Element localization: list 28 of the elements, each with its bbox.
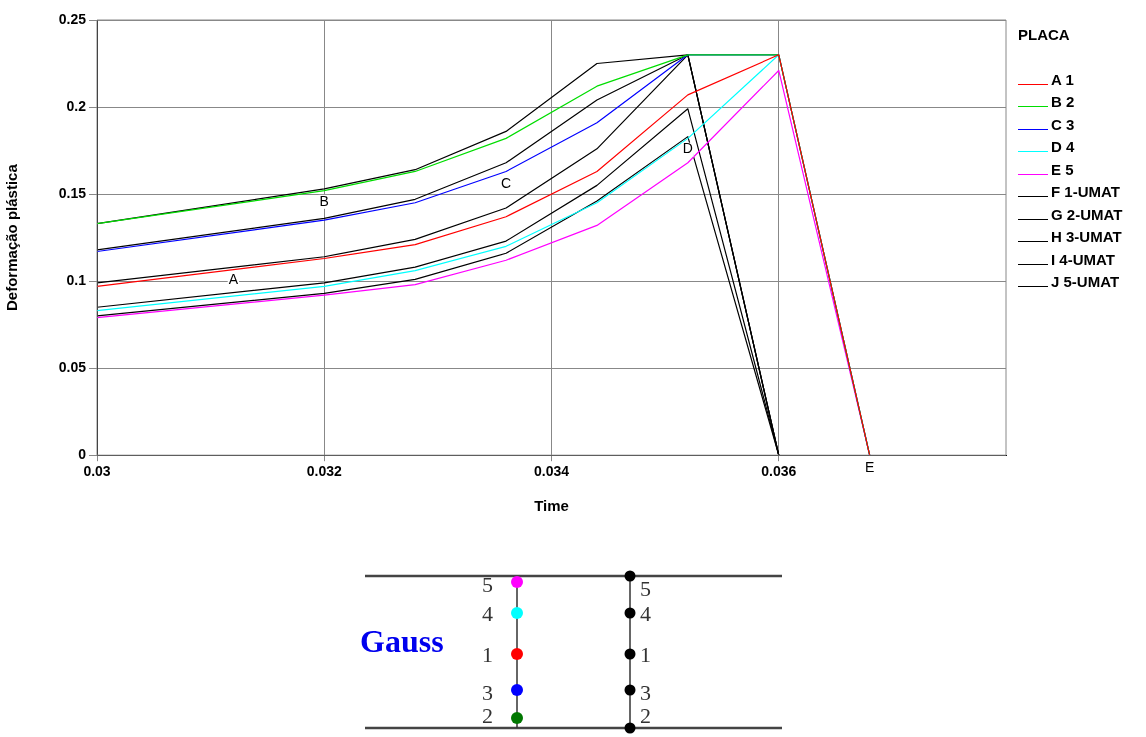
legend-title: PLACA [1018, 26, 1071, 43]
legend-label: B 2 [1051, 93, 1075, 110]
x-tick-label: 0.036 [761, 463, 797, 480]
legend-label: F 1-UMAT [1051, 183, 1120, 200]
y-tick-label: 0.2 [66, 97, 87, 114]
x-axis-title: Time [534, 497, 569, 515]
annotation: D [682, 140, 693, 157]
legend-label: J 5-UMAT [1051, 273, 1120, 290]
y-tick-label: 0.25 [58, 10, 87, 27]
legend-label: I 4-UMAT [1051, 250, 1115, 268]
annotation: A [228, 271, 239, 288]
legend-label: E 5 [1051, 160, 1074, 178]
legend-label: G 2-UMAT [1051, 205, 1123, 223]
x-tick-label: 0.034 [533, 463, 570, 480]
y-tick-label: 0 [78, 446, 87, 463]
legend-label: D 4 [1051, 138, 1075, 155]
y-tick-label: 0.1 [66, 271, 87, 288]
legend-label: H 3-UMAT [1051, 228, 1122, 245]
legend-label: A 1 [1051, 70, 1074, 88]
legend-label: C 3 [1051, 115, 1075, 133]
y-axis-title: Deformação plástica [3, 163, 21, 311]
y-tick-label: 0.15 [58, 184, 87, 201]
y-tick-label: 0.05 [58, 359, 87, 376]
x-tick-label: 0.03 [83, 463, 111, 480]
x-tick-label: 0.032 [306, 463, 342, 480]
annotation: C [500, 175, 512, 192]
annotation: E [864, 459, 875, 476]
annotation: B [319, 192, 329, 209]
